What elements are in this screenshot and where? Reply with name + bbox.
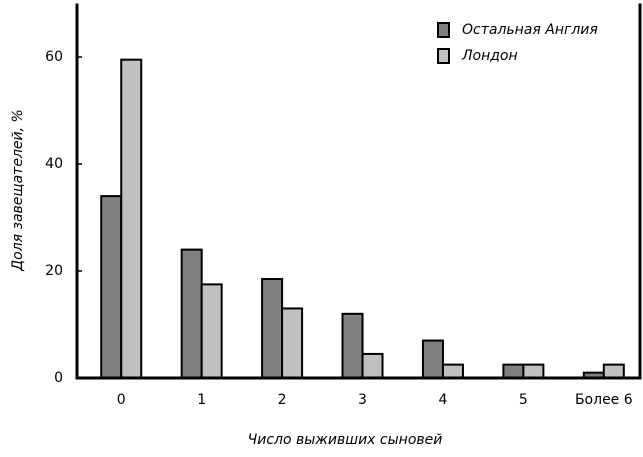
y-tick-label: 60 — [45, 49, 63, 65]
x-tick-label: 4 — [438, 392, 447, 408]
bar — [261, 278, 284, 379]
legend-swatch — [437, 22, 450, 38]
legend-label: Остальная Англия — [462, 22, 598, 38]
y-tick-label: 20 — [45, 263, 63, 279]
y-tick-label: 40 — [45, 156, 63, 172]
x-tick-label: 3 — [358, 392, 367, 408]
x-tick-label: 1 — [197, 392, 206, 408]
bar — [602, 363, 625, 379]
bar — [522, 363, 545, 379]
legend-label: Лондон — [461, 48, 518, 64]
y-tick-label: 0 — [54, 370, 63, 386]
bar — [180, 248, 203, 379]
bar — [441, 363, 464, 379]
x-tick-label: 0 — [117, 392, 126, 408]
x-tick-label: 2 — [278, 392, 287, 408]
bar — [281, 307, 304, 380]
x-tick-label: 5 — [519, 392, 528, 408]
bar — [502, 363, 525, 379]
x-tick-label: Более 6 — [575, 392, 633, 408]
x-axis-label: Число выживших сыновей — [248, 432, 443, 448]
y-axis-label: Доля завещателей, % — [10, 109, 26, 272]
plot-frame — [75, 3, 642, 380]
bar — [200, 283, 223, 379]
legend-swatch — [437, 48, 450, 64]
bar — [120, 58, 143, 380]
bar — [341, 312, 364, 379]
bar — [421, 339, 444, 379]
bar — [100, 195, 123, 379]
bar — [361, 352, 384, 379]
